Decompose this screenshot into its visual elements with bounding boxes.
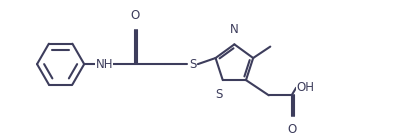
Text: OH: OH — [295, 81, 313, 94]
Text: S: S — [215, 88, 222, 101]
Text: N: N — [230, 23, 238, 36]
Text: O: O — [130, 9, 139, 22]
Text: NH: NH — [95, 58, 113, 71]
Text: O: O — [286, 123, 296, 136]
Text: S: S — [188, 58, 196, 71]
